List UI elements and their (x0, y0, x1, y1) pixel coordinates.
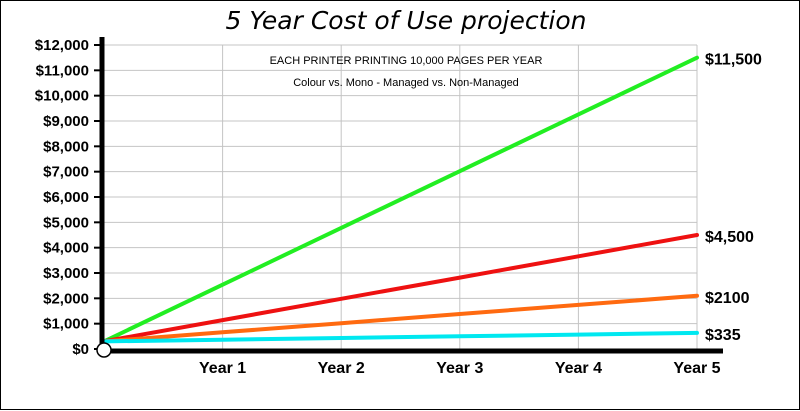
end-value-label-4: $335 (705, 327, 741, 344)
x-tick-label: Year 2 (318, 360, 365, 377)
chart-title: 5 Year Cost of Use projection (226, 6, 587, 35)
series-lines (102, 55, 699, 344)
y-tick-label: $8,000 (43, 138, 89, 155)
y-tick-label: $5,000 (43, 214, 89, 231)
chart-subtitle-line-1: EACH PRINTER PRINTING 10,000 PAGES PER Y… (270, 55, 543, 67)
y-tick-labels: $0 $1,000 $2,000 $3,000 $4,000 $5,000 $6,000 $7… (35, 37, 89, 358)
series-line-3 (102, 293, 699, 344)
axes (94, 37, 723, 358)
y-tick-label: $1,000 (43, 316, 89, 333)
y-tick-label: $3,000 (43, 265, 89, 282)
y-tick-label: $6,000 (43, 189, 89, 206)
x-tick-labels: Year 1 Year 2 Year 3 Year 4 Year 5 (199, 360, 721, 377)
y-tick-label: $9,000 (43, 113, 89, 130)
y-tick-label: $0 (72, 341, 89, 358)
y-tick-label: $7,000 (43, 164, 89, 181)
x-tick-label: Year 5 (673, 360, 720, 377)
x-tick-label: Year 3 (436, 360, 483, 377)
y-tick-label: $2,000 (43, 290, 89, 307)
series-line-2 (102, 233, 699, 344)
end-value-labels: $11,500 $4,500 $2100 $335 (705, 52, 762, 344)
series-line-1 (102, 55, 699, 344)
y-tick-label: $12,000 (35, 37, 89, 54)
chart-subtitle-line-2: Colour vs. Mono - Managed vs. Non-Manage… (293, 77, 519, 89)
end-value-label-1: $11,500 (705, 52, 762, 69)
x-tick-label: Year 1 (199, 360, 246, 377)
end-value-label-3: $2100 (705, 290, 750, 307)
y-tick-label: $11,000 (36, 62, 89, 79)
end-value-label-2: $4,500 (705, 229, 754, 246)
y-tick-label: $10,000 (35, 88, 89, 105)
origin-marker (96, 342, 112, 358)
x-tick-label: Year 4 (555, 360, 602, 377)
y-tick-label: $4,000 (43, 240, 89, 257)
series-line-4 (102, 330, 699, 344)
